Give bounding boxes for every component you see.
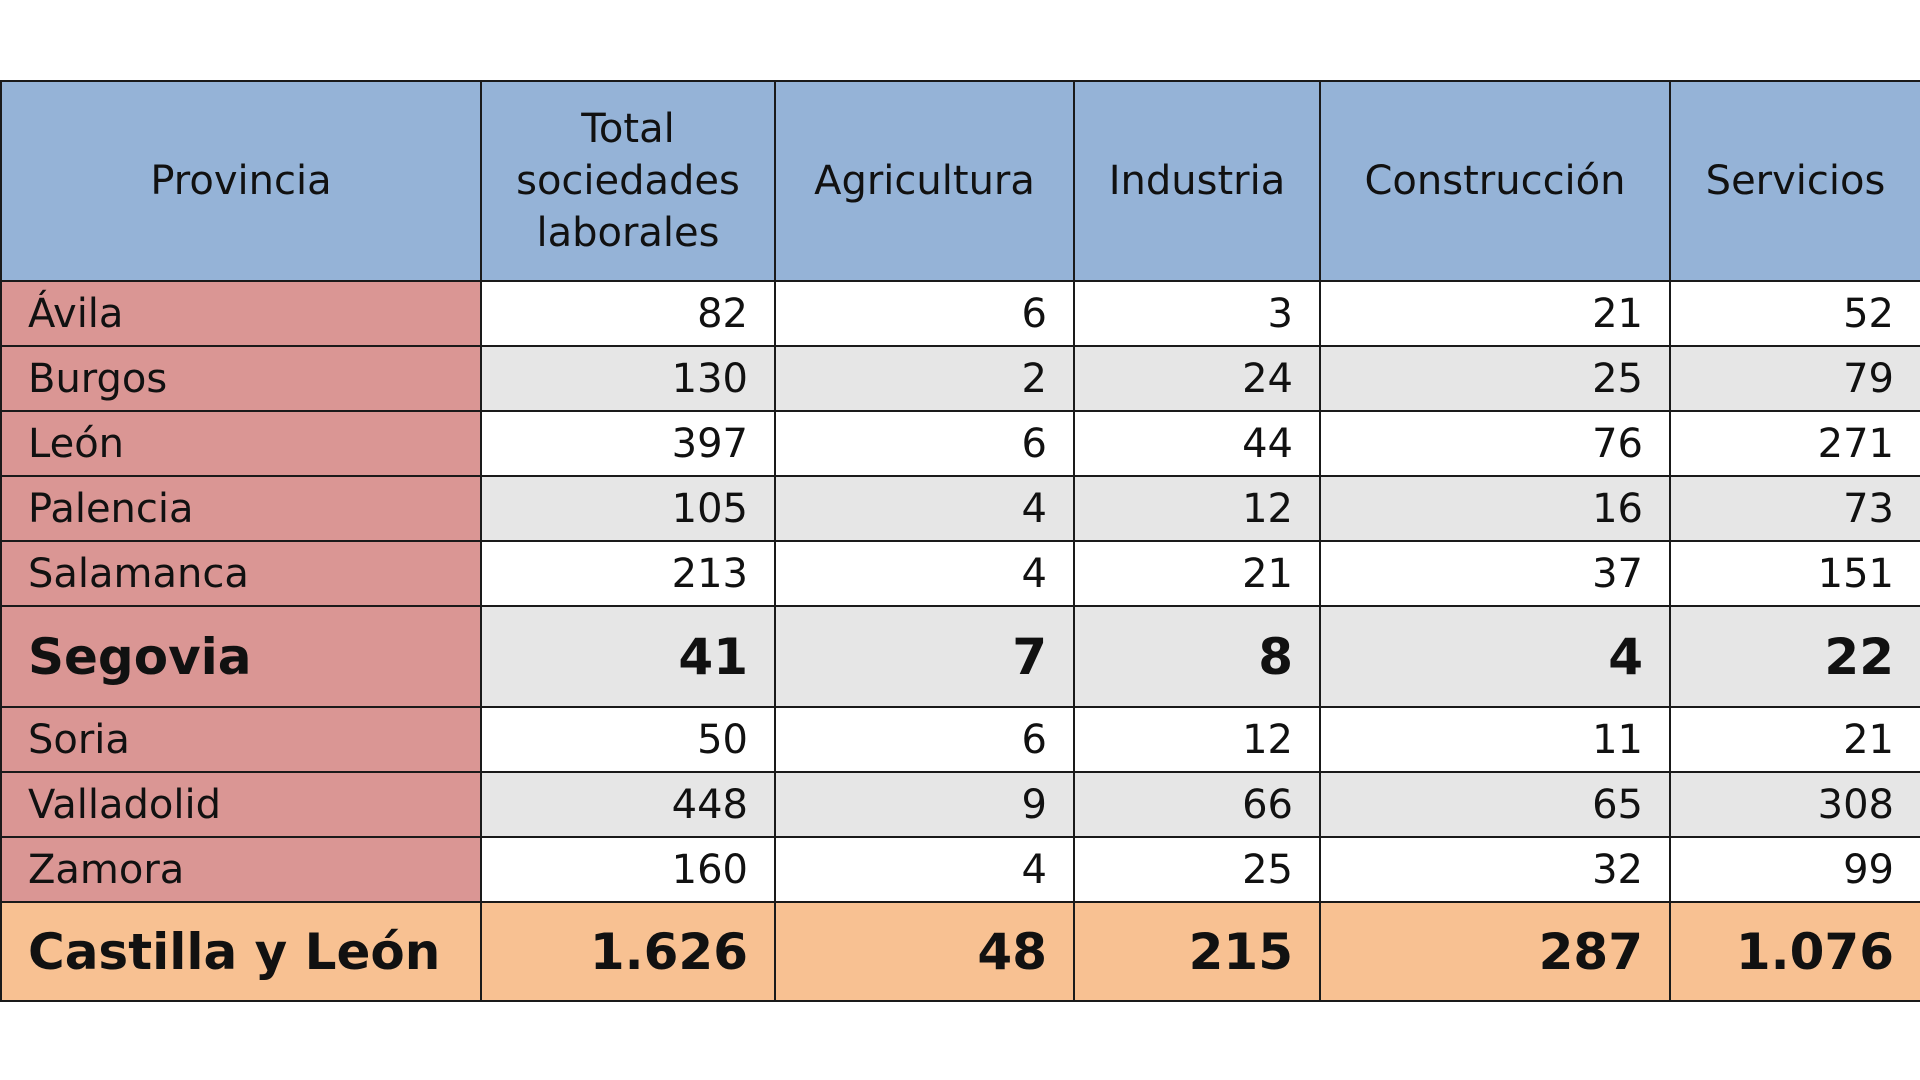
table-row: Valladolid 448 9 66 65 308 xyxy=(0,771,1920,838)
sociedades-laborales-table: Provincia Total sociedades laborales Agr… xyxy=(0,80,1920,1002)
value-cell: 12 xyxy=(1073,475,1321,542)
province-cell: Segovia xyxy=(0,605,482,708)
province-cell: Valladolid xyxy=(0,771,482,838)
value-cell: 25 xyxy=(1073,836,1321,903)
value-cell: 99 xyxy=(1669,836,1920,903)
province-cell: Salamanca xyxy=(0,540,482,607)
value-cell: 160 xyxy=(480,836,776,903)
value-cell: 4 xyxy=(774,836,1075,903)
table-row: Salamanca 213 4 21 37 151 xyxy=(0,540,1920,607)
value-cell: 24 xyxy=(1073,345,1321,412)
value-cell: 21 xyxy=(1669,706,1920,773)
province-cell: Palencia xyxy=(0,475,482,542)
value-cell: 4 xyxy=(774,540,1075,607)
value-cell: 73 xyxy=(1669,475,1920,542)
value-cell: 105 xyxy=(480,475,776,542)
value-cell: 9 xyxy=(774,771,1075,838)
value-cell: 76 xyxy=(1319,410,1671,477)
table-row: Burgos 130 2 24 25 79 xyxy=(0,345,1920,412)
header-industria: Industria xyxy=(1073,80,1321,282)
value-cell: 151 xyxy=(1669,540,1920,607)
province-cell: Ávila xyxy=(0,280,482,347)
header-row: Provincia Total sociedades laborales Agr… xyxy=(0,80,1920,282)
value-cell: 82 xyxy=(480,280,776,347)
value-cell: 213 xyxy=(480,540,776,607)
value-cell: 25 xyxy=(1319,345,1671,412)
total-cell: 1.076 xyxy=(1669,901,1920,1002)
value-cell: 448 xyxy=(480,771,776,838)
value-cell: 397 xyxy=(480,410,776,477)
header-agricultura: Agricultura xyxy=(774,80,1075,282)
value-cell: 8 xyxy=(1073,605,1321,708)
value-cell: 130 xyxy=(480,345,776,412)
value-cell: 12 xyxy=(1073,706,1321,773)
value-cell: 3 xyxy=(1073,280,1321,347)
table-row: Palencia 105 4 12 16 73 xyxy=(0,475,1920,542)
total-cell: 215 xyxy=(1073,901,1321,1002)
province-cell: Zamora xyxy=(0,836,482,903)
table-row: León 397 6 44 76 271 xyxy=(0,410,1920,477)
value-cell: 66 xyxy=(1073,771,1321,838)
value-cell: 21 xyxy=(1073,540,1321,607)
value-cell: 32 xyxy=(1319,836,1671,903)
value-cell: 44 xyxy=(1073,410,1321,477)
table-row: Ávila 82 6 3 21 52 xyxy=(0,280,1920,347)
value-cell: 11 xyxy=(1319,706,1671,773)
value-cell: 271 xyxy=(1669,410,1920,477)
table-row: Zamora 160 4 25 32 99 xyxy=(0,836,1920,903)
value-cell: 79 xyxy=(1669,345,1920,412)
province-cell: Burgos xyxy=(0,345,482,412)
value-cell: 308 xyxy=(1669,771,1920,838)
value-cell: 6 xyxy=(774,410,1075,477)
value-cell: 41 xyxy=(480,605,776,708)
value-cell: 50 xyxy=(480,706,776,773)
value-cell: 6 xyxy=(774,706,1075,773)
header-construccion: Construcción xyxy=(1319,80,1671,282)
value-cell: 16 xyxy=(1319,475,1671,542)
province-cell: Soria xyxy=(0,706,482,773)
value-cell: 22 xyxy=(1669,605,1920,708)
table-row: Segovia 41 7 8 4 22 xyxy=(0,605,1920,708)
header-provincia: Provincia xyxy=(0,80,482,282)
total-cell: 287 xyxy=(1319,901,1671,1002)
value-cell: 4 xyxy=(774,475,1075,542)
total-label: Castilla y León xyxy=(0,901,482,1002)
value-cell: 7 xyxy=(774,605,1075,708)
value-cell: 21 xyxy=(1319,280,1671,347)
value-cell: 65 xyxy=(1319,771,1671,838)
total-row: Castilla y León 1.626 48 215 287 1.076 xyxy=(0,901,1920,1002)
value-cell: 37 xyxy=(1319,540,1671,607)
table-row: Soria 50 6 12 11 21 xyxy=(0,706,1920,773)
value-cell: 2 xyxy=(774,345,1075,412)
value-cell: 52 xyxy=(1669,280,1920,347)
total-cell: 48 xyxy=(774,901,1075,1002)
header-total: Total sociedades laborales xyxy=(480,80,776,282)
header-servicios: Servicios xyxy=(1669,80,1920,282)
total-cell: 1.626 xyxy=(480,901,776,1002)
province-cell: León xyxy=(0,410,482,477)
value-cell: 6 xyxy=(774,280,1075,347)
value-cell: 4 xyxy=(1319,605,1671,708)
